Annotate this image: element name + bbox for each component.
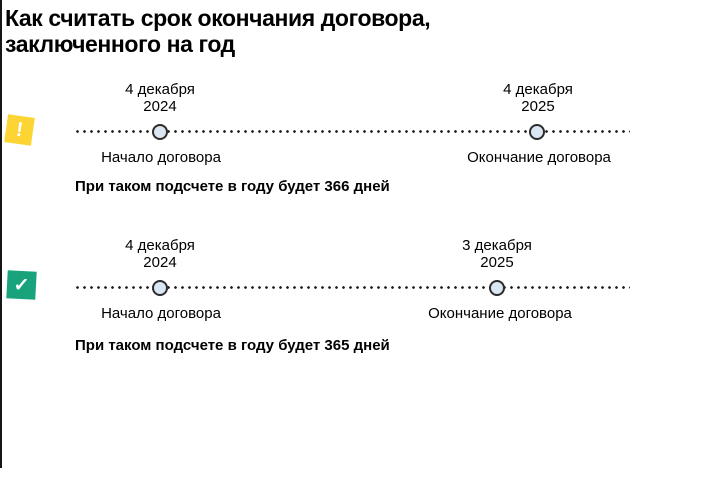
start-date-line2: 2024 <box>143 98 177 115</box>
end-date-line2: 2025 <box>480 254 514 271</box>
start-marker <box>152 280 168 296</box>
end-label: Окончание договора <box>428 305 572 322</box>
caption-suffix: дней <box>353 178 390 195</box>
start-label: Начало договора <box>101 305 221 322</box>
start-date: 4 декабря 2024 <box>125 237 195 271</box>
end-date: 3 декабря 2025 <box>462 237 532 271</box>
end-marker <box>489 280 505 296</box>
start-date: 4 декабря 2024 <box>125 81 195 115</box>
caption-suffix: дней <box>353 337 390 354</box>
start-date-line1: 4 декабря <box>125 237 195 254</box>
end-date-line2: 2025 <box>521 98 555 115</box>
caption-365-days: При таком подсчете в году будет 365 дней <box>75 337 390 354</box>
check-icon-glyph: ✓ <box>12 274 30 296</box>
start-label: Начало договора <box>101 149 221 166</box>
caption-prefix: При таком подсчете в году будет <box>75 337 321 354</box>
left-edge-rule <box>0 0 2 468</box>
page-title: Как считать срок окончания договора, зак… <box>5 5 431 57</box>
end-date-line1: 4 декабря <box>503 81 573 98</box>
end-date: 4 декабря 2025 <box>503 81 573 115</box>
start-date-line2: 2024 <box>143 254 177 271</box>
start-marker <box>152 124 168 140</box>
end-label: Окончание договора <box>467 149 611 166</box>
timeline-dotted-line <box>74 130 630 133</box>
check-icon: ✓ <box>6 270 37 300</box>
caption-prefix: При таком подсчете в году будет <box>75 178 321 195</box>
page-title-line1: Как считать срок окончания договора, <box>5 5 431 31</box>
warning-icon: ! <box>4 114 35 146</box>
end-marker <box>529 124 545 140</box>
caption-days-value: 365 <box>324 337 350 354</box>
caption-days-value: 366 <box>324 178 350 195</box>
caption-366-days: При таком подсчете в году будет 366 дней <box>75 178 390 195</box>
start-date-line1: 4 декабря <box>125 81 195 98</box>
end-date-line1: 3 декабря <box>462 237 532 254</box>
warning-icon-glyph: ! <box>14 118 25 141</box>
timeline-dotted-line <box>74 286 630 289</box>
page-title-line2: заключенного на год <box>5 31 235 57</box>
